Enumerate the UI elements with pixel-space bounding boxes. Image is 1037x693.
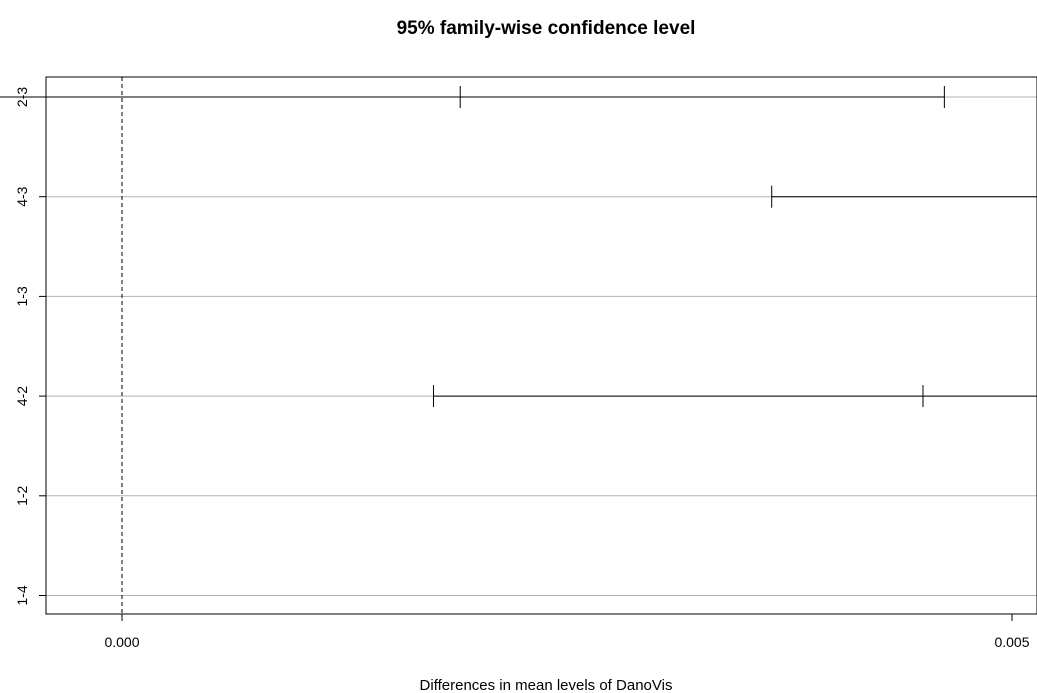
y-tick-label-4-2: 4-2	[14, 386, 30, 406]
plot-frame	[45, 76, 1037, 615]
y-tick-label-1-3: 1-3	[14, 286, 30, 306]
chart-title: 95% family-wise confidence level	[397, 18, 696, 39]
y-tick-label-4-3: 4-3	[14, 186, 30, 206]
x-tick-label-0.000: 0.000	[104, 634, 139, 650]
y-tick-label-1-4: 1-4	[14, 585, 30, 605]
x-axis-label: Differences in mean levels of DanoVis	[420, 677, 673, 693]
x-tick-label-0.005: 0.005	[994, 634, 1029, 650]
plot-area: 2-34-31-34-21-21-40.0000.0050.0100.0150.…	[0, 77, 1037, 650]
y-tick-label-1-2: 1-2	[14, 485, 30, 505]
y-tick-label-2-3: 2-3	[14, 87, 30, 107]
